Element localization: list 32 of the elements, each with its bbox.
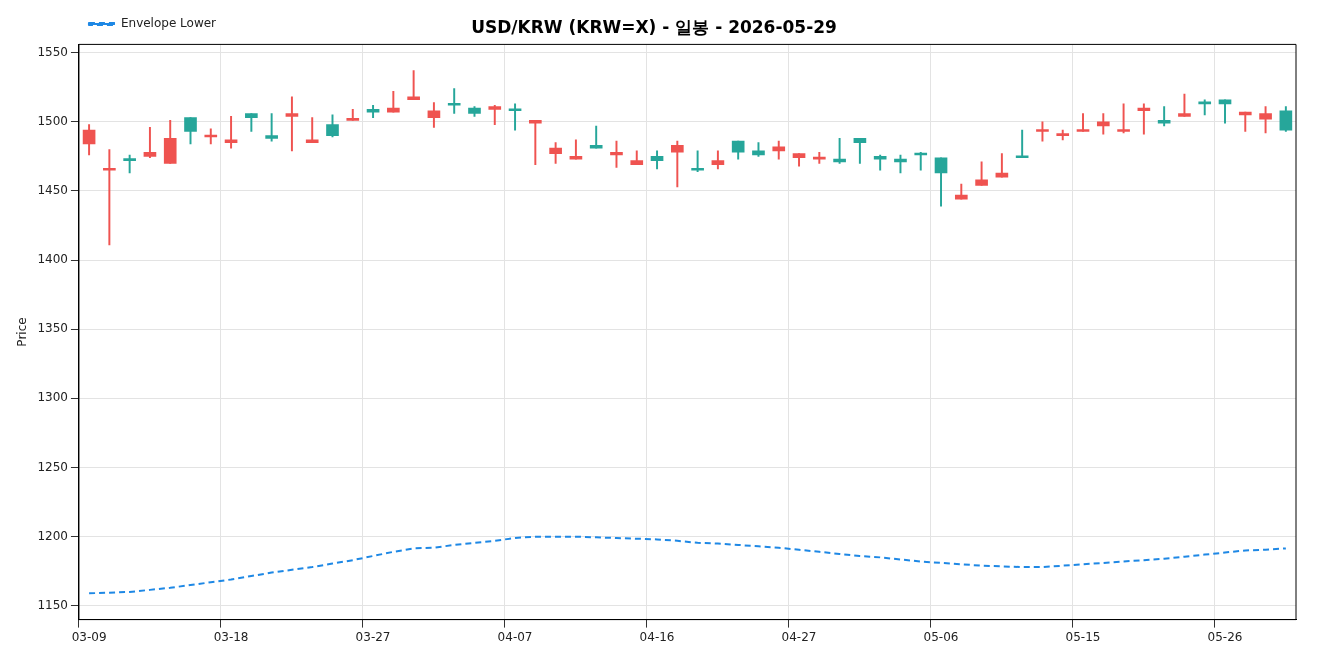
candlestick [103,149,116,246]
y-tick-label: 1400 [37,252,68,267]
x-tick-label: 04-07 [497,629,533,644]
y-tick-label: 1200 [37,528,68,543]
legend-label: Envelope Lower [120,16,217,31]
candlestick [1117,103,1130,134]
candlestick [265,113,278,142]
y-tick-label: 1500 [37,113,68,128]
x-tick-label: 03-09 [71,629,107,644]
candlestick [1015,129,1029,159]
candlestick [529,120,542,166]
line-series [88,535,1287,595]
x-tick-label: 04-27 [781,629,817,644]
x-tick-label: 05-26 [1207,629,1243,644]
x-tick-label: 05-15 [1065,629,1101,644]
x-tick-label: 05-06 [923,629,959,644]
candlestick [610,140,623,168]
candlestick [447,88,461,114]
x-tick-label: 03-27 [355,629,391,644]
chart-title: USD/KRW (KRW=X) - 일봉 - 2026-05-29 [471,16,837,37]
y-axis-title: Price [15,317,30,347]
y-tick-label: 1350 [37,321,68,336]
y-tick-label: 1300 [37,390,68,405]
y-tick-label: 1450 [37,183,68,198]
y-tick-label: 1550 [37,44,68,59]
y-tick-label: 1250 [37,459,68,474]
candlestick [407,70,420,101]
x-tick-label: 03-18 [213,629,249,644]
y-tick-label: 1150 [37,597,68,612]
candlestick [285,96,299,152]
x-tick-label: 04-16 [639,629,675,644]
candlestick [833,138,846,164]
